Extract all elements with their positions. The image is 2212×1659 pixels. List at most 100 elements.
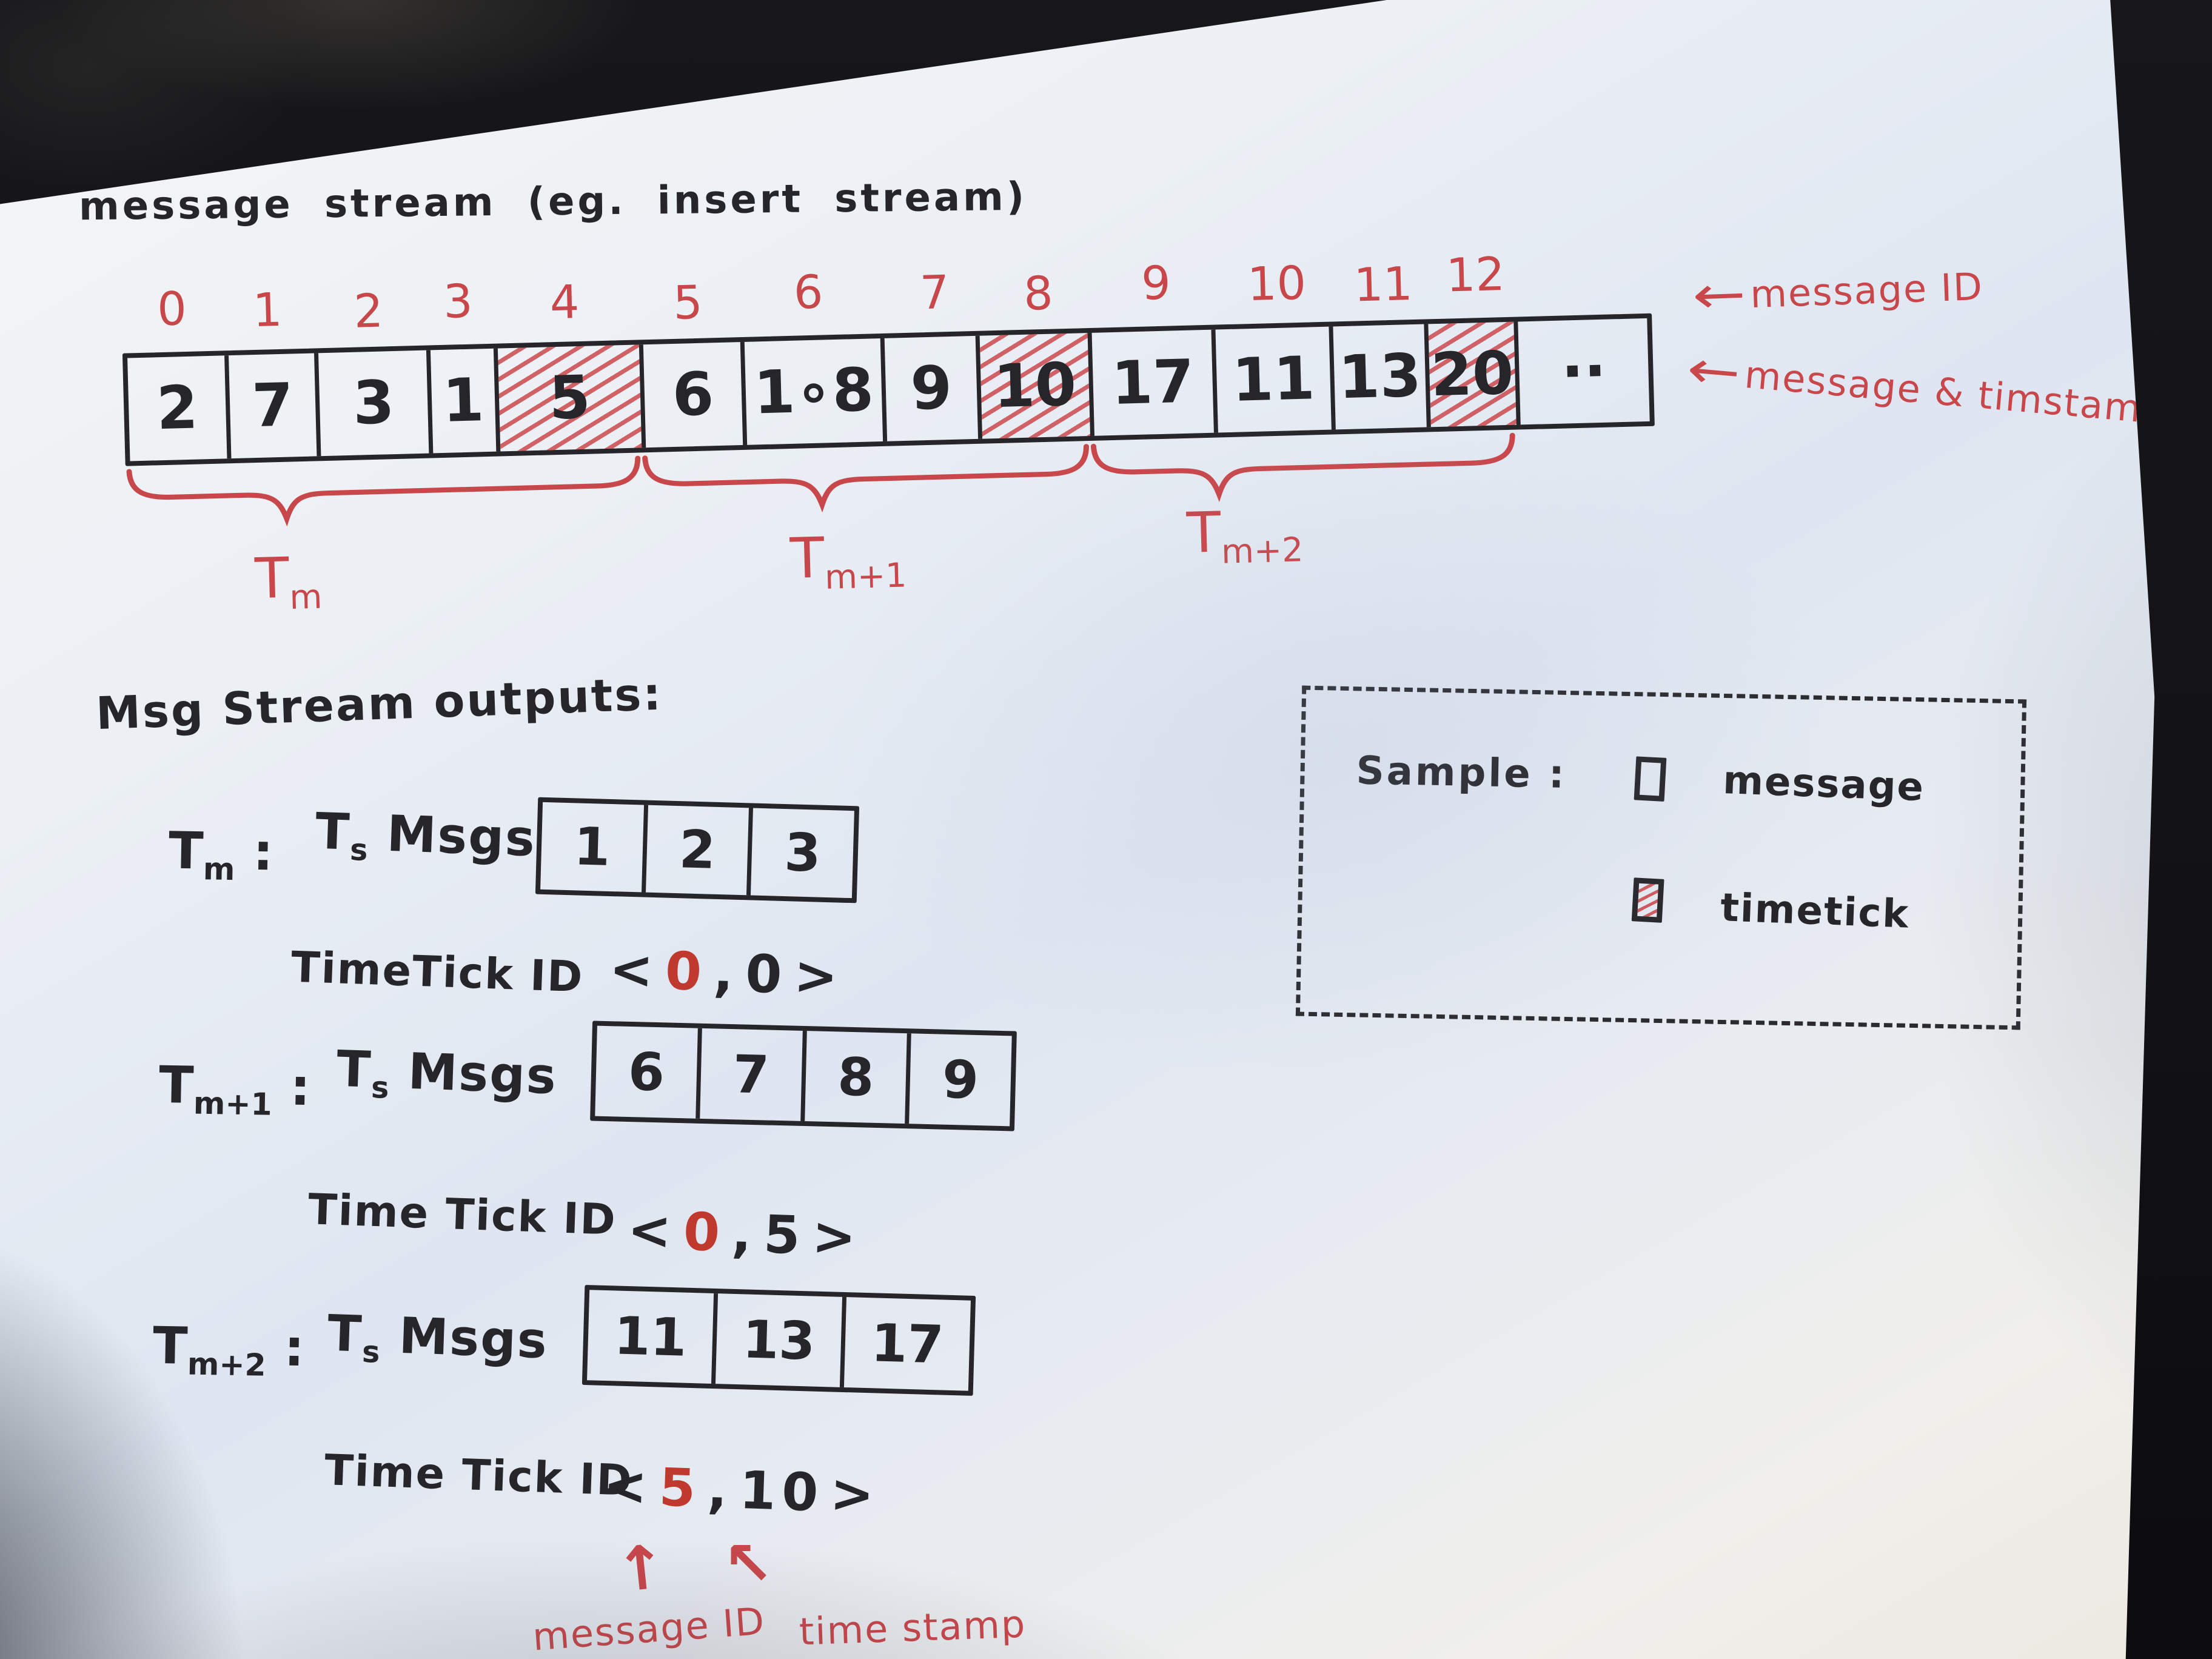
output-row-tm2-tuple: <5,10> [602,1455,881,1526]
window-brace [1090,432,1515,503]
timetick-hatched-square-icon [1631,877,1664,923]
callout-timestamp: time stamp [798,1601,1027,1654]
stream-message-cell: 11 [1215,326,1336,433]
angle-open: < [608,939,660,1002]
stream-cell-value: ·· [1560,336,1607,407]
tick-message-id-value: 0 [664,940,709,1003]
stream-cell-value: 9 [910,353,953,424]
output-msg-cell: 9 [941,1049,980,1111]
stream-message-cell: 1∘8 [744,338,888,445]
stream-cell-value: 17 [1110,347,1195,419]
stream-message-cell: 6 [643,341,748,448]
output-row-tm2-label: Tm+2 : [152,1315,305,1383]
up-left-arrow-icon: ↖ [723,1528,774,1599]
message-id-index: 3 [442,273,474,329]
up-arrow-icon: ↑ [612,1530,670,1607]
stream-message-cell: 13 [1333,324,1431,430]
stream-cell-value: 10 [993,350,1078,422]
output-row-tm2-msgs-label: Ts Msgs [326,1304,549,1370]
callout-message-id: message ID [531,1598,767,1659]
message-id-index: 1 [252,282,283,338]
message-id-index: 2 [353,283,384,338]
annotation-message-id-text: message ID [1749,264,1984,317]
output-row-tm2-ticklabel: Time Tick ID [323,1445,634,1506]
message-id-index: 6 [793,264,824,320]
output-msg-cell: 3 [783,822,822,884]
tuple-comma: , [731,1203,759,1265]
stream-timetick-cell: 10 [979,332,1095,439]
stream-timetick-cell: 5 [497,344,646,452]
stream-cell-value: 6 [671,360,715,431]
output-row-tm1-tuple: <0,5> [626,1199,863,1268]
window-brace [642,444,1089,513]
message-id-index: 9 [1141,255,1171,310]
output-row-tm1-label: Tm+1 : [158,1054,311,1122]
annotation-message-timestamp: ←message & timstamp [1684,339,2169,441]
stream-cell-value: 7 [251,370,295,441]
output-msg-cell: 7 [699,1028,807,1122]
stream-cell-value: 5 [548,363,592,434]
tuple-comma: , [712,942,741,1004]
left-arrow-icon: ← [1684,338,1744,403]
message-id-index: 4 [549,275,580,330]
angle-close: > [793,945,845,1008]
tick-timestamp-value: 0 [744,943,789,1006]
window-label-tm+1: Tm+1 [789,525,908,597]
output-msg-cell: 1 [540,802,648,893]
output-row-tm-label: Tm : [168,820,274,888]
stream-message-cell: 17 [1091,329,1218,436]
output-row-tm-ticklabel: TimeTick ID [290,942,585,1002]
stream-cell-value: 13 [1337,341,1423,413]
stream-cell-value: 1 [441,366,485,436]
angle-open: < [602,1455,654,1518]
stream-cell-value: 2 [155,373,199,444]
window-brace [126,455,641,527]
window-braces: Tm Tm+1 Tm+2 [121,236,1672,617]
stream-cell-value: 11 [1231,344,1316,415]
angle-open: < [626,1199,679,1262]
window-label-tm: Tm [254,545,323,617]
output-row-tm-msgs-label: Ts Msgs [314,802,537,868]
angle-close: > [829,1463,881,1526]
tick-message-id-value: 5 [658,1457,703,1520]
output-msg-cell: 17 [870,1312,945,1376]
tick-timestamp-value: 5 [762,1204,808,1267]
message-id-index: 11 [1353,256,1413,312]
message-id-index-row: 0 1 2 3 4 5 6 7 8 9 10 11 12 [121,236,1672,338]
message-square-icon [1634,756,1667,802]
message-stream-diagram: 0 1 2 3 4 5 6 7 8 9 10 11 12 2 7 3 1 5 6 1∘8 9 10 17 11 13 20 ·· … [121,236,1682,653]
output-msg-cell: 6 [595,1025,702,1119]
stream-cell-value: 1∘8 [752,355,875,428]
page-title: message stream (eg. insert stream) [78,174,1028,230]
output-row-tm1-msgs-label: Ts Msgs [335,1040,558,1106]
stream-cell-value: 20 [1430,338,1515,411]
output-msg-cell: 13 [715,1293,847,1388]
outputs-heading: Msg Stream outputs: [95,668,664,740]
stream-message-cell: 2 [127,355,232,461]
stream-message-cell: ·· [1518,318,1649,425]
stream-cell-value: 3 [352,368,395,438]
message-id-index: 7 [919,265,950,320]
tick-timestamp-value: 10 [738,1460,825,1524]
tuple-comma: , [706,1459,735,1521]
output-box-tm2: 11 13 17 [581,1285,976,1396]
message-id-index: 12 [1445,247,1506,303]
legend-label-message: message [1722,758,1926,811]
output-row-tm-tuple: <0,0> [608,939,845,1007]
window-label-tm+2: Tm+2 [1185,500,1304,572]
output-msg-cell: 8 [804,1031,912,1124]
stream-timetick-cell: 20 [1428,321,1521,427]
message-id-index: 10 [1247,255,1307,312]
annotation-message-id: ←message ID [1691,256,1984,325]
tick-message-id-value: 0 [682,1201,727,1264]
message-id-index: 5 [672,275,703,330]
output-msg-cell: 2 [645,805,754,896]
left-arrow-icon: ← [1691,264,1749,326]
annotation-message-timestamp-text: message & timstamp [1743,352,2169,434]
sample-legend-box: Sample : message timetick [1295,685,2027,1030]
stream-message-cell: 9 [884,335,983,441]
